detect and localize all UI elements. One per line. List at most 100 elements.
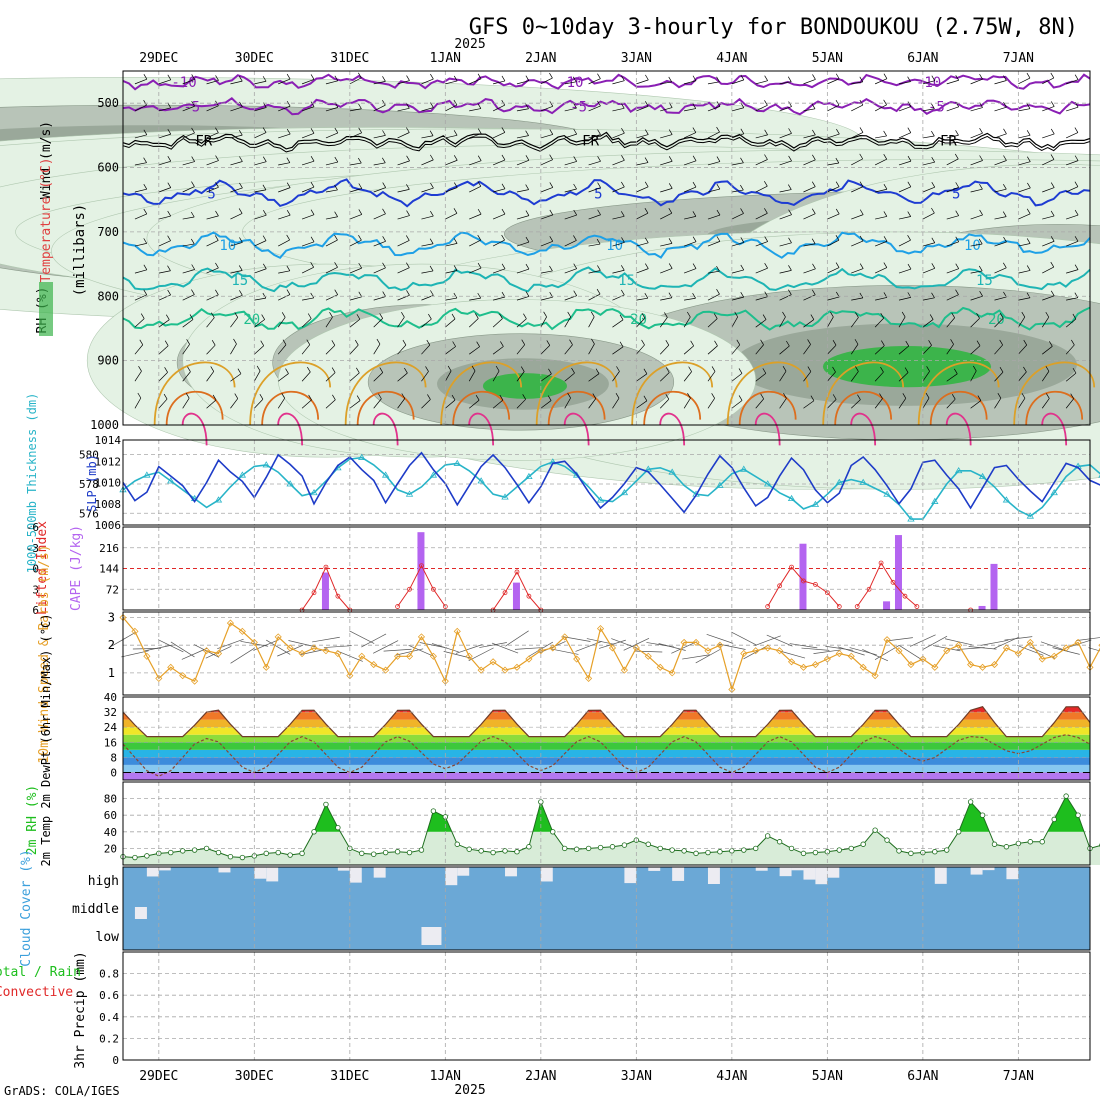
rh-point	[849, 846, 854, 851]
day-label-top: 3JAN	[621, 51, 652, 66]
temp-tick-label: 24	[104, 721, 118, 734]
rh-point	[682, 849, 687, 854]
day-label-bottom: 5JAN	[812, 1069, 843, 1084]
rh-point	[598, 845, 603, 850]
precip-total-label: Total / Rain	[0, 965, 81, 980]
rh-point	[395, 849, 400, 854]
cloud-mid-gap	[135, 907, 147, 919]
rh-point	[944, 848, 949, 853]
rh-point	[980, 813, 985, 818]
cloud-high-gap	[624, 867, 636, 883]
temp-tick-label: 8	[110, 751, 117, 764]
rh-point	[801, 851, 806, 856]
cloud-high-gap	[935, 867, 947, 884]
rh-point	[300, 851, 305, 856]
precip-tick-label: 0.2	[99, 1032, 119, 1045]
cloud-high-gap	[672, 867, 684, 881]
pressure-tick-label: 500	[97, 96, 119, 110]
cape-bar	[895, 535, 902, 610]
pressure-tick-label: 700	[97, 225, 119, 239]
cloud-high-gap	[803, 867, 815, 880]
isotherm-label-20: 20	[243, 312, 260, 328]
day-label-bottom: 30DEC	[235, 1069, 274, 1084]
rh-point	[670, 848, 675, 853]
rh-point	[419, 848, 424, 853]
day-label-bottom: 7JAN	[1003, 1069, 1034, 1084]
rh-point	[276, 850, 281, 855]
rh-axis-label: 2m RH (%)	[25, 785, 40, 855]
rh-point	[1052, 817, 1057, 822]
rh-point	[240, 855, 245, 860]
rh-point	[383, 850, 388, 855]
rh-point	[168, 850, 173, 855]
cloud-high-gap	[827, 867, 839, 878]
cape-tick-label: 216	[99, 542, 119, 555]
rh-point	[789, 846, 794, 851]
rh-point	[312, 830, 317, 835]
rh-point	[968, 800, 973, 805]
temp-band	[123, 772, 1090, 780]
rh-point	[216, 850, 221, 855]
rh-point	[503, 849, 508, 854]
rh-tick-label: 40	[104, 826, 117, 839]
slp-tick-label: 1014	[95, 434, 122, 447]
day-label-top: 5JAN	[812, 51, 843, 66]
rh-point	[1028, 839, 1033, 844]
wind-tick-label: 3	[108, 611, 115, 625]
cape-bar	[979, 606, 986, 610]
rh-point	[706, 850, 711, 855]
cloud-row-label: middle	[72, 902, 119, 917]
cloud-high-gap	[1006, 867, 1018, 879]
cloud-high-gap	[457, 867, 469, 876]
precip-tick-label: 0.6	[99, 989, 119, 1002]
cloud-high-gap	[541, 867, 553, 881]
rh-point	[467, 847, 472, 852]
isotherm-label--5: -5	[570, 99, 587, 115]
rh-point	[407, 850, 412, 855]
rh-point	[264, 851, 269, 856]
rh-point	[933, 849, 938, 854]
rh-point	[956, 830, 961, 835]
cloud-high-gap	[756, 867, 768, 871]
cape-bar	[883, 601, 890, 610]
rh-point	[694, 851, 699, 856]
rh-point	[909, 851, 914, 856]
rh-point	[288, 853, 293, 858]
rh-point	[813, 850, 818, 855]
day-label-top: 29DEC	[139, 51, 178, 66]
rh-tick-label: 20	[104, 842, 117, 855]
day-label-bottom: 2JAN	[525, 1069, 556, 1084]
rh-point	[515, 849, 520, 854]
cloud-high-gap	[219, 867, 231, 872]
rh-point	[885, 838, 890, 843]
rh-point	[1040, 839, 1045, 844]
rh-point	[741, 848, 746, 853]
temp-tick-label: 40	[104, 691, 117, 704]
rh-point	[431, 809, 436, 814]
isotherm-label-10: 10	[219, 238, 236, 254]
cloud-high-gap	[254, 867, 266, 879]
rh-point	[359, 851, 364, 856]
rh-point	[753, 846, 758, 851]
upper-temp-label: Temperature (°C)	[39, 157, 54, 282]
precip-tick-label: 0.4	[99, 1011, 119, 1024]
cloud-high-gap	[374, 867, 386, 878]
rh-point	[873, 828, 878, 833]
temp-tick-label: 32	[104, 706, 117, 719]
isotherm-label--10: -10	[916, 75, 941, 91]
year-label-bottom: 2025	[454, 1083, 485, 1098]
cloud-high-gap	[338, 867, 350, 871]
cape-tick-label: 144	[99, 563, 119, 576]
cloud-low-gap	[421, 927, 441, 945]
rh-point	[837, 848, 842, 853]
rh-point	[479, 849, 484, 854]
cloud-high-gap	[648, 867, 660, 871]
cape-bar	[513, 583, 520, 610]
cloud-high-gap	[708, 867, 720, 884]
day-label-bottom: 4JAN	[716, 1069, 747, 1084]
rh-point	[192, 848, 197, 853]
rh-legend-swatch	[39, 282, 53, 336]
rh-point	[861, 842, 866, 847]
isotherm-label-FR: FR	[195, 134, 212, 150]
